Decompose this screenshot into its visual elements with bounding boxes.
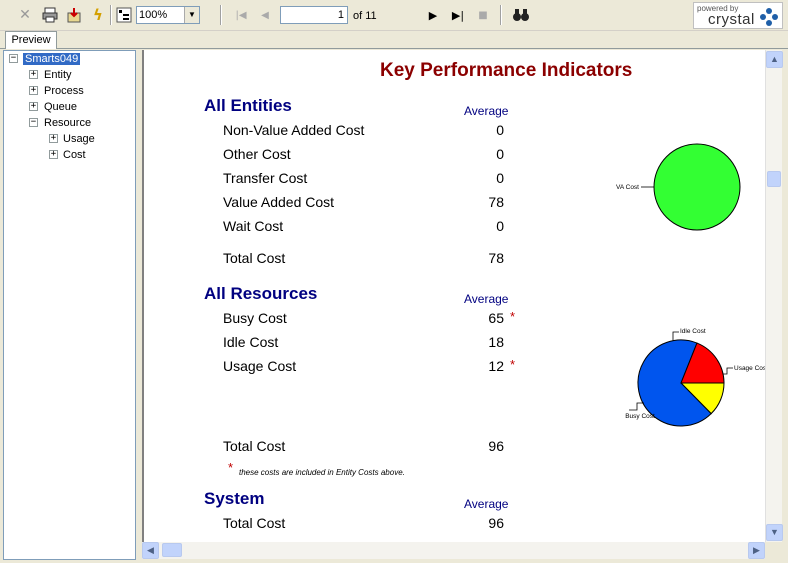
report-page: Key Performance Indicators All Entities … [142, 50, 765, 542]
row-label: Wait Cost [223, 218, 284, 234]
row-label: Non-Value Added Cost [223, 122, 365, 138]
toolbar-separator [110, 5, 112, 25]
vertical-scroll-thumb[interactable] [767, 171, 781, 187]
binoculars-search-icon[interactable] [510, 4, 532, 26]
splitter[interactable] [136, 50, 142, 560]
row-label: Idle Cost [223, 334, 279, 350]
toolbar-separator [500, 5, 502, 25]
scroll-right-icon[interactable]: ▶ [748, 542, 765, 559]
pie-leader-line [672, 331, 679, 341]
row-value: 0 [496, 218, 504, 234]
toolbar: ✕ ϟ 100% ▼ |◀ ◀ 1 of 11 ▶ ▶| ■ powered b… [0, 0, 788, 31]
row-value: 12 [488, 358, 504, 374]
report-title: Key Performance Indicators [380, 60, 633, 81]
pie-label-usage-cost: Usage Cost [734, 365, 765, 372]
logo-powered-text: powered by [697, 4, 739, 13]
refresh-lightning-icon[interactable]: ϟ [93, 6, 103, 24]
collapse-icon[interactable]: − [9, 53, 18, 63]
pie-label-idle-cost: Idle Cost [680, 328, 706, 335]
row-value: 65 [488, 310, 504, 326]
group-tree: − Smarts049 + Entity + Process + Queue −… [3, 50, 136, 560]
scroll-up-icon[interactable]: ▲ [766, 51, 783, 68]
scroll-left-icon[interactable]: ◀ [142, 542, 159, 559]
crystal-logo: powered by crystal [693, 2, 783, 29]
expand-icon[interactable]: + [29, 69, 38, 79]
section-heading-resources: All Resources [204, 284, 318, 303]
total-label: Total Cost [223, 250, 286, 266]
footnote-text: these costs are included in Entity Costs… [239, 468, 405, 477]
first-page-icon[interactable]: |◀ [235, 9, 247, 21]
average-header: Average [464, 497, 509, 511]
row-label: Other Cost [223, 146, 291, 162]
horizontal-scroll-thumb[interactable] [162, 543, 182, 557]
total-label: Total Cost [223, 438, 286, 454]
group-tree-toggle-icon[interactable] [114, 4, 134, 26]
pie-leader-line [722, 367, 733, 375]
crystal-dots-icon [760, 8, 778, 26]
row-value: 78 [488, 194, 504, 210]
previous-page-icon[interactable]: ◀ [261, 9, 269, 21]
pie-label-va-cost: VA Cost [616, 184, 639, 191]
toolbar-separator [220, 5, 222, 25]
expand-icon[interactable]: + [49, 149, 58, 159]
total-value: 78 [488, 250, 504, 266]
page-number-input[interactable]: 1 [280, 6, 348, 24]
expand-icon[interactable]: + [49, 133, 58, 143]
row-value: 0 [496, 146, 504, 162]
row-value: 18 [488, 334, 504, 350]
footnote-star: * [510, 357, 516, 372]
pie-slice-va-cost [653, 143, 741, 231]
section-heading-entities: All Entities [204, 96, 292, 115]
row-label: Value Added Cost [223, 194, 335, 210]
pie-slice-busy-cost [637, 339, 712, 427]
tree-node-entity[interactable]: Entity [44, 69, 72, 81]
total-value: 96 [488, 515, 504, 531]
row-label: Busy Cost [223, 310, 287, 326]
resource-cost-pie-chart: Usage Cost Busy Cost Idle Cost [625, 328, 765, 427]
pie-slice-idle-cost [680, 342, 725, 384]
tree-node-queue[interactable]: Queue [44, 101, 78, 113]
tree-node-resource[interactable]: Resource [44, 117, 92, 129]
tree-node-usage[interactable]: Usage [63, 133, 95, 145]
pie-label-busy-cost: Busy Cost [625, 413, 655, 420]
collapse-icon[interactable]: − [29, 117, 38, 127]
row-value: 0 [496, 170, 504, 186]
tab-strip: Preview [0, 31, 788, 49]
footnote-star: * [510, 309, 516, 324]
tree-node-root-label: Smarts049 [23, 53, 81, 65]
chevron-down-icon[interactable]: ▼ [184, 7, 199, 23]
close-icon[interactable]: ✕ [19, 7, 31, 23]
section-heading-system: System [204, 489, 265, 508]
export-icon[interactable] [64, 4, 84, 26]
footnote-star: * [228, 460, 234, 475]
vertical-scrollbar[interactable]: ▲ ▼ [765, 50, 783, 542]
stop-icon[interactable]: ■ [478, 9, 488, 21]
zoom-select[interactable]: 100% ▼ [136, 6, 200, 24]
next-page-icon[interactable]: ▶ [428, 8, 438, 22]
total-label: Total Cost [223, 515, 286, 531]
zoom-value: 100% [139, 9, 168, 21]
row-value: 0 [496, 122, 504, 138]
scroll-corner [765, 542, 782, 559]
print-icon[interactable] [40, 4, 60, 26]
expand-icon[interactable]: + [29, 101, 38, 111]
tab-preview[interactable]: Preview [5, 31, 57, 49]
pie-leader-line [629, 402, 644, 411]
total-value: 96 [488, 438, 504, 454]
average-header: Average [464, 104, 509, 118]
last-page-icon[interactable]: ▶| [451, 8, 465, 22]
expand-icon[interactable]: + [29, 85, 38, 95]
scroll-down-icon[interactable]: ▼ [766, 524, 783, 541]
row-label: Usage Cost [223, 358, 297, 374]
tree-node-root[interactable]: Smarts049 [23, 52, 81, 66]
tree-node-cost[interactable]: Cost [63, 149, 86, 161]
page-count-label: of 11 [353, 10, 377, 22]
tree-node-process[interactable]: Process [44, 85, 84, 97]
horizontal-scrollbar[interactable]: ◀ ▶ [142, 542, 765, 559]
row-label: Transfer Cost [223, 170, 308, 186]
average-header: Average [464, 292, 509, 306]
entity-cost-pie-chart: VA Cost [616, 143, 741, 231]
logo-brand-text: crystal [708, 11, 755, 28]
